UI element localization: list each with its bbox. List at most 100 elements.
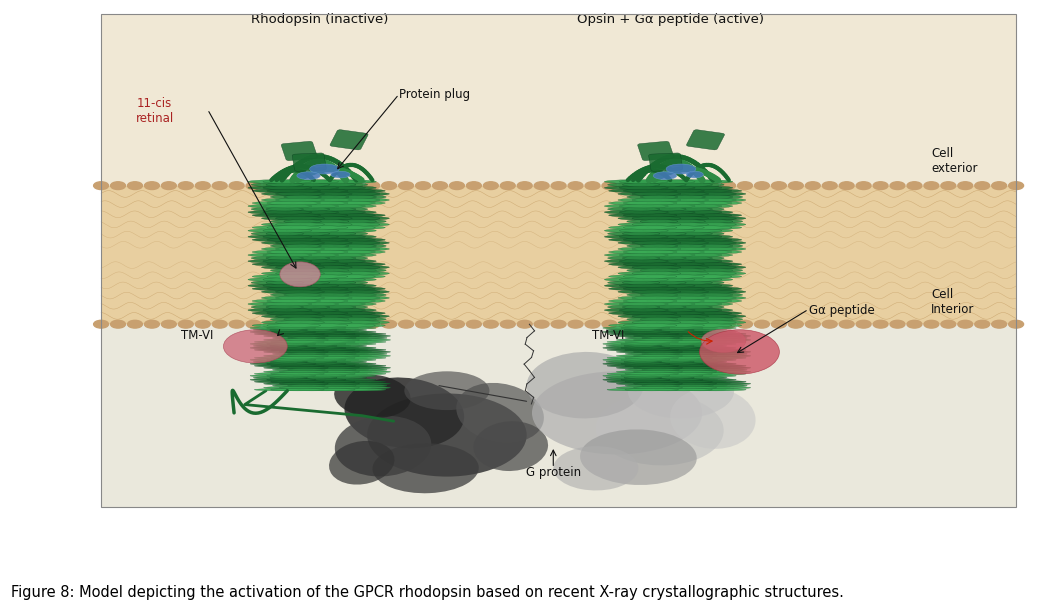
Ellipse shape [672, 340, 727, 343]
Ellipse shape [637, 373, 698, 375]
Ellipse shape [300, 266, 352, 269]
Ellipse shape [633, 382, 682, 385]
Ellipse shape [662, 250, 715, 254]
Ellipse shape [335, 339, 390, 341]
Ellipse shape [275, 183, 318, 186]
Circle shape [992, 320, 1007, 328]
Ellipse shape [664, 371, 716, 373]
Ellipse shape [685, 232, 725, 236]
Ellipse shape [674, 384, 713, 387]
Ellipse shape [695, 241, 746, 245]
Ellipse shape [297, 376, 337, 379]
Ellipse shape [679, 195, 716, 199]
Circle shape [891, 320, 905, 328]
Ellipse shape [632, 290, 681, 294]
Ellipse shape [681, 382, 730, 385]
Ellipse shape [679, 293, 716, 297]
Ellipse shape [626, 337, 665, 339]
Ellipse shape [297, 172, 320, 180]
Ellipse shape [309, 195, 349, 199]
Ellipse shape [305, 238, 359, 242]
Ellipse shape [301, 302, 350, 306]
Ellipse shape [632, 311, 694, 315]
Ellipse shape [304, 281, 342, 284]
Ellipse shape [300, 296, 352, 300]
Ellipse shape [616, 367, 668, 369]
Ellipse shape [681, 335, 730, 337]
Ellipse shape [684, 345, 727, 347]
Ellipse shape [322, 317, 360, 321]
Ellipse shape [695, 192, 746, 195]
Circle shape [703, 181, 718, 189]
Ellipse shape [270, 195, 311, 199]
Ellipse shape [263, 186, 312, 189]
Ellipse shape [609, 214, 666, 217]
Ellipse shape [637, 389, 698, 391]
Ellipse shape [264, 367, 316, 369]
Ellipse shape [267, 262, 320, 266]
Ellipse shape [333, 269, 377, 272]
Ellipse shape [670, 201, 732, 205]
Ellipse shape [270, 329, 307, 331]
Ellipse shape [272, 384, 313, 387]
Ellipse shape [655, 340, 712, 343]
Ellipse shape [313, 207, 356, 211]
Ellipse shape [606, 333, 664, 335]
Ellipse shape [647, 250, 704, 254]
Ellipse shape [254, 365, 312, 367]
Ellipse shape [330, 214, 385, 217]
Ellipse shape [695, 387, 751, 389]
Ellipse shape [267, 250, 320, 254]
Ellipse shape [695, 223, 746, 227]
Ellipse shape [267, 214, 320, 217]
Ellipse shape [263, 210, 312, 214]
Ellipse shape [646, 256, 686, 260]
Ellipse shape [254, 389, 312, 391]
FancyBboxPatch shape [281, 141, 317, 161]
Text: Protein plug: Protein plug [399, 88, 470, 100]
Ellipse shape [286, 210, 338, 214]
Ellipse shape [322, 354, 371, 357]
Ellipse shape [632, 247, 681, 251]
Ellipse shape [330, 238, 385, 242]
Ellipse shape [310, 180, 365, 183]
Circle shape [433, 181, 448, 189]
Circle shape [382, 320, 397, 328]
Ellipse shape [665, 293, 705, 297]
Ellipse shape [670, 275, 732, 278]
Ellipse shape [682, 308, 733, 312]
Circle shape [958, 181, 972, 189]
Ellipse shape [267, 375, 316, 377]
Ellipse shape [656, 320, 709, 324]
Circle shape [822, 181, 837, 189]
Ellipse shape [262, 223, 314, 227]
Ellipse shape [609, 311, 666, 315]
Circle shape [500, 320, 515, 328]
Ellipse shape [619, 259, 668, 263]
Ellipse shape [301, 337, 344, 339]
Ellipse shape [616, 371, 668, 373]
Ellipse shape [679, 244, 716, 248]
Ellipse shape [335, 367, 390, 369]
Ellipse shape [314, 189, 376, 192]
Circle shape [280, 181, 295, 189]
Ellipse shape [608, 305, 648, 309]
Ellipse shape [326, 302, 377, 306]
Ellipse shape [609, 262, 666, 266]
Ellipse shape [686, 311, 742, 315]
Ellipse shape [314, 357, 368, 359]
Ellipse shape [680, 362, 736, 365]
Ellipse shape [325, 223, 380, 227]
Circle shape [179, 181, 194, 189]
Ellipse shape [637, 365, 698, 367]
Circle shape [771, 181, 786, 189]
Circle shape [551, 181, 566, 189]
Circle shape [771, 320, 786, 328]
Ellipse shape [252, 299, 310, 303]
Ellipse shape [641, 220, 678, 224]
Ellipse shape [631, 183, 675, 186]
Ellipse shape [326, 259, 377, 263]
Ellipse shape [621, 359, 670, 361]
Ellipse shape [310, 278, 365, 281]
Ellipse shape [252, 226, 310, 230]
